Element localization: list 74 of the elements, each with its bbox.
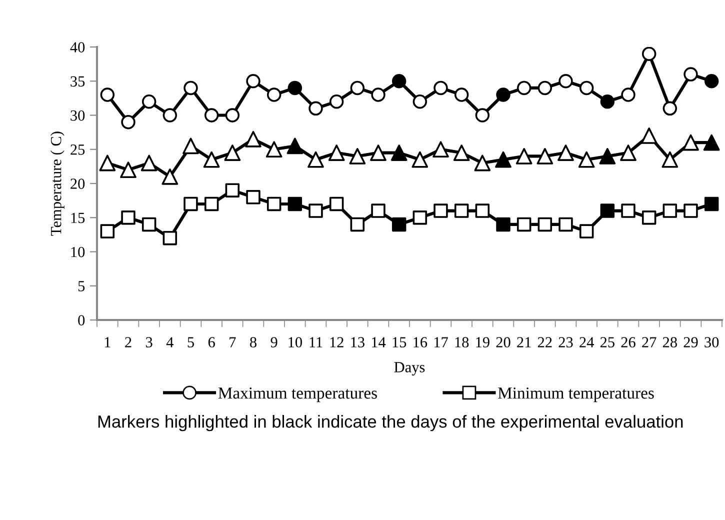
point [412,151,428,168]
y-tick-label: 5 [78,281,85,292]
point [349,148,366,164]
x-tick-label: 23 [558,337,573,348]
legend-label: Maximum temperatures [218,388,377,402]
y-tick-label: 15 [71,212,85,224]
x-tick-label: 19 [476,337,490,348]
point [640,128,658,144]
y-axis-title: Temperature ( C) [50,132,64,236]
x-tick-label: 27 [642,337,656,348]
x-tick-label: 10 [288,337,302,348]
x-tick-label: 6 [208,337,215,348]
point [578,151,595,168]
x-tick-label: 17 [434,337,448,348]
x-tick-label: 8 [250,337,256,348]
x-tick-label: 22 [538,337,552,348]
x-tick-label: 13 [351,337,364,348]
point [203,151,220,168]
point [120,162,136,178]
point [308,151,324,168]
point [162,168,178,185]
point [328,144,345,161]
y-tick-label: 30 [70,110,85,121]
y-tick-label: 35 [70,76,85,87]
text: Markers highlighted in black indicate the days of the experimental evaluation [98,415,683,432]
y-tick-label: 10 [71,246,85,258]
x-tick-label: 30 [704,337,719,348]
point [474,154,491,172]
point [599,148,616,164]
x-tick-label: 3 [146,337,152,348]
point [558,144,574,161]
x-tick-label: 16 [414,337,428,348]
x-tick-label: 14 [372,337,386,348]
y-tick-label: 0 [78,315,85,326]
point [182,138,199,154]
point [682,134,699,151]
y-tick-label: 40 [70,42,85,52]
point [662,151,678,168]
legend-label: Minimum temperatures [498,388,654,402]
x-tick-label: 5 [188,337,194,348]
x-tick-label: 18 [455,337,469,348]
x-tick-label: 12 [330,337,344,348]
x-tick-label: 29 [684,337,698,348]
x-axis-title: Days [394,362,425,376]
x-tick-label: 7 [230,337,236,348]
x-tick-label: 15 [392,337,406,348]
x-tick-label: 25 [600,337,614,348]
point [286,138,304,154]
point [99,154,116,172]
x-tick-label: 11 [310,337,322,348]
point [224,144,241,161]
point [266,141,282,158]
x-tick-label: 26 [621,337,636,348]
x-tick-label: 9 [270,337,278,348]
x-tick-label: 1 [104,337,110,348]
point [703,134,720,151]
x-tick-label: 20 [496,337,510,348]
point [453,144,470,161]
point [516,148,532,164]
point [620,144,636,161]
point [495,151,512,168]
x-tick-label: 24 [580,337,594,348]
point [536,148,554,164]
point [245,130,262,148]
point [370,144,386,161]
point [432,141,449,158]
x-tick-label: 2 [125,337,132,348]
x-tick-label: 4 [166,337,174,348]
y-tick-label: 25 [70,144,85,155]
point [140,154,158,172]
y-tick-label: 20 [70,178,85,189]
x-tick-label: 21 [517,337,531,348]
x-tick-label: 28 [662,337,677,348]
point [390,144,408,161]
